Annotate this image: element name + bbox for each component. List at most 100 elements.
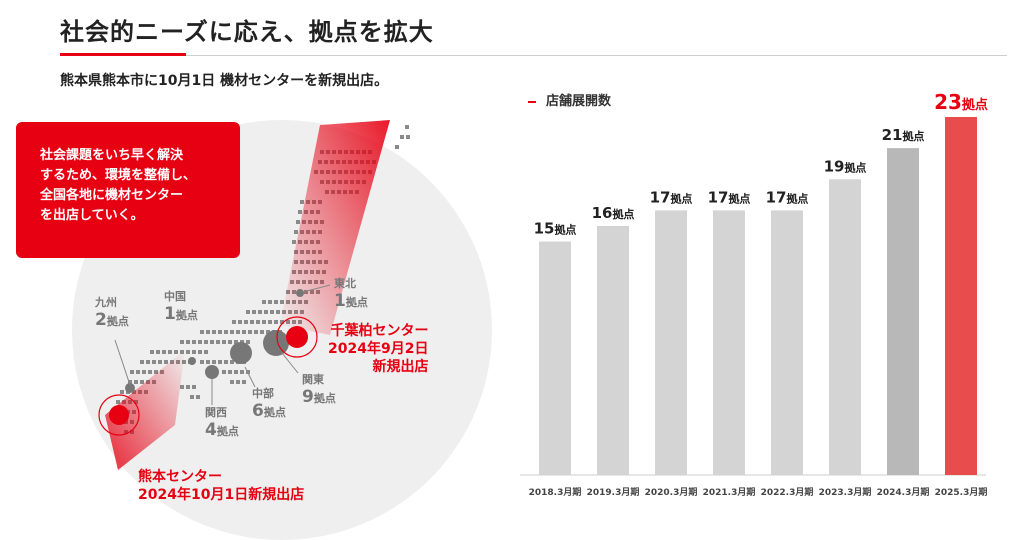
map-dot	[242, 330, 246, 334]
map-dot	[198, 350, 202, 354]
leader-chubu	[244, 366, 256, 388]
map-dot	[158, 360, 162, 364]
data-label: 17拠点	[708, 188, 751, 206]
map-dot	[190, 395, 194, 399]
hub-tohoku	[296, 289, 304, 297]
map-dot	[222, 340, 226, 344]
map-dot	[274, 320, 278, 324]
map-dot	[218, 330, 222, 334]
region-count: 9	[302, 387, 314, 407]
callout-line: 熊本センター	[138, 469, 222, 485]
region-name: 東北	[334, 277, 356, 290]
data-label: 21拠点	[882, 126, 925, 144]
info-line: するため、環境を整備し、	[40, 168, 197, 183]
region-count: 6	[252, 401, 264, 421]
region-label-tohoku: 東北 1拠点	[334, 277, 368, 311]
map-dot	[222, 370, 226, 374]
kumamoto-callout: 熊本センター 2024年10月1日新規出店	[138, 468, 304, 504]
map-dot	[274, 300, 278, 304]
map-dot	[234, 370, 238, 374]
map-dot	[232, 320, 236, 324]
region-name: 中国	[164, 290, 186, 303]
map-dot	[212, 330, 216, 334]
bar	[887, 148, 919, 475]
map-dot	[180, 340, 184, 344]
map-dot	[134, 380, 138, 384]
callout-line: 新規出店	[372, 359, 429, 375]
map-dot	[395, 145, 399, 149]
map-dot	[146, 360, 150, 364]
region-label-kanto: 関東 9拠点	[302, 373, 336, 407]
map-dot	[162, 350, 166, 354]
map-dot	[180, 350, 184, 354]
map-dot	[244, 320, 248, 324]
map-dot	[186, 340, 190, 344]
bar	[771, 210, 803, 475]
map-dot	[152, 360, 156, 364]
map-dot	[140, 380, 144, 384]
page-subtitle: 熊本県熊本市に10月1日 機材センターを新規出店。	[60, 73, 389, 89]
bar	[597, 225, 629, 475]
data-label: 15拠点	[534, 220, 577, 238]
map-dot	[254, 330, 258, 334]
region-unit: 拠点	[345, 296, 368, 309]
map-dot	[204, 350, 208, 354]
map-dot	[405, 125, 409, 129]
map-dot	[224, 360, 228, 364]
info-line: を出店していく。	[40, 208, 144, 223]
hub-chubu	[230, 342, 252, 364]
map-dot	[140, 360, 144, 364]
info-line: 社会課題をいち早く解決	[40, 148, 184, 163]
map-dot	[136, 370, 140, 374]
data-label: 17拠点	[650, 188, 693, 206]
map-dot	[200, 330, 204, 334]
hub-kyushu	[125, 383, 135, 393]
map-dot	[250, 320, 254, 324]
bar	[655, 210, 687, 475]
map-dot	[256, 320, 260, 324]
category-label: 2018.3月期	[529, 486, 582, 498]
map-dot	[142, 370, 146, 374]
map-dot	[180, 385, 184, 389]
kumamoto-highlight-beam	[105, 350, 185, 470]
bar	[539, 241, 571, 475]
hub-chugoku	[188, 357, 196, 365]
map-dot	[236, 330, 240, 334]
map-dot	[260, 330, 264, 334]
map-dot	[182, 360, 186, 364]
data-label: 23拠点	[934, 90, 988, 114]
data-label: 17拠点	[766, 188, 809, 206]
map-dot	[206, 360, 210, 364]
map-dot	[280, 300, 284, 304]
map-dot	[196, 395, 200, 399]
callout-line: 2024年10月1日新規出店	[138, 487, 305, 503]
map-dot	[248, 330, 252, 334]
region-unit: 拠点	[106, 315, 129, 328]
store-count-bar-chart: 15拠点 2018.3月期 16拠点 2019.3月期 17拠点 2020.3月期 17拠点…	[520, 90, 988, 498]
region-unit: 拠点	[263, 406, 286, 419]
region-label-kyushu: 九州 2拠点	[95, 296, 129, 330]
map-dot	[130, 370, 134, 374]
title-accent-bar	[60, 53, 186, 56]
map-dot	[156, 350, 160, 354]
region-label-chubu: 中部 6拠点	[252, 387, 286, 421]
map-dot	[186, 385, 190, 389]
map-dot	[150, 350, 154, 354]
map-dot	[262, 320, 266, 324]
map-dot	[198, 340, 202, 344]
region-count: 1	[164, 304, 176, 324]
map-dot	[186, 350, 190, 354]
title-divider	[185, 55, 1007, 56]
kumamoto-center-ring	[98, 394, 140, 436]
region-count: 2	[95, 310, 107, 330]
region-unit: 拠点	[175, 309, 198, 322]
region-unit: 拠点	[216, 425, 239, 438]
chiba-center-ring	[276, 316, 318, 358]
legend-label: 店舗展開数	[546, 94, 612, 109]
category-label: 2021.3月期	[703, 486, 756, 498]
data-label: 16拠点	[592, 204, 635, 222]
map-dot	[296, 220, 300, 224]
chart-legend: 店舗展開数	[528, 90, 611, 109]
japan-map-graphic	[98, 120, 410, 470]
bar	[945, 117, 977, 475]
